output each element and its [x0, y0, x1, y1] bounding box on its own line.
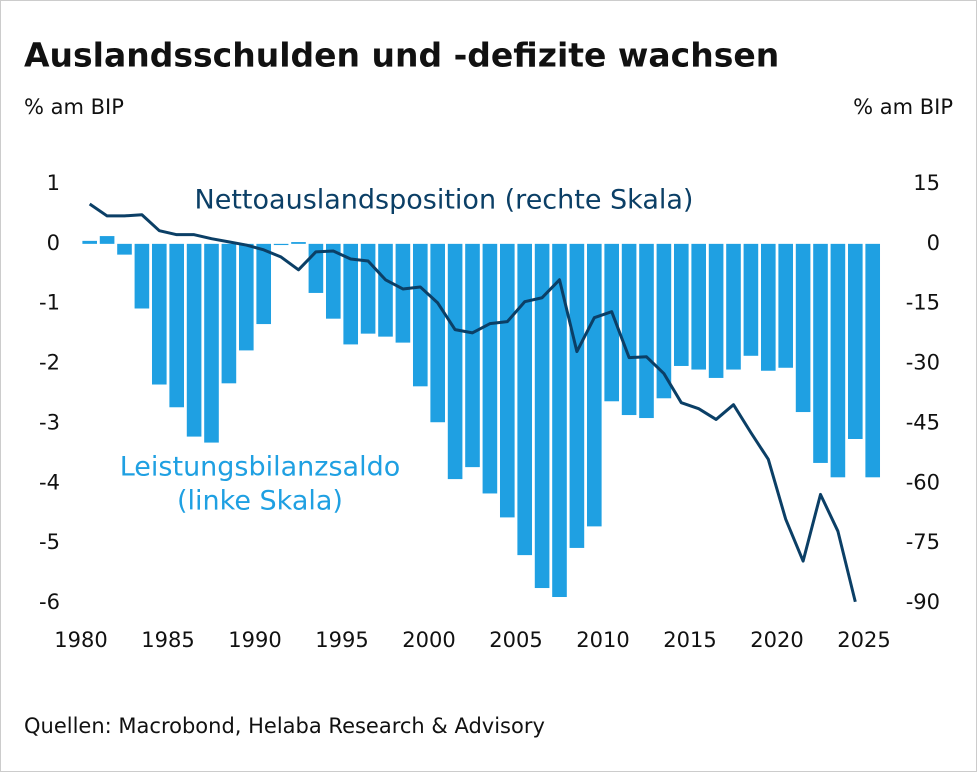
bar	[117, 243, 132, 255]
y-tick-label: 1	[47, 171, 60, 195]
y2-tick-label: -30	[906, 351, 940, 375]
line	[88, 202, 857, 603]
bar	[499, 243, 515, 518]
y2-tick-label: 0	[927, 231, 940, 255]
bar	[656, 243, 672, 399]
bar	[726, 243, 741, 370]
bar	[760, 243, 776, 371]
bar	[343, 243, 359, 345]
bar	[847, 243, 863, 439]
y-tick-label: -3	[39, 410, 60, 434]
bar	[865, 243, 881, 478]
x-tick-label: 2020	[750, 628, 803, 652]
bar	[204, 243, 219, 443]
y2-tick-label: -45	[906, 410, 940, 434]
x-tick-label: 2025	[837, 628, 890, 652]
annotation: (linke Skala)	[177, 486, 343, 517]
x-tick-label: 1985	[141, 628, 194, 652]
bar	[813, 243, 828, 463]
annotation: Leistungsbilanzsaldo	[120, 452, 401, 483]
y-tick-label: -1	[39, 291, 60, 315]
x-tick-label: 1980	[54, 628, 107, 652]
y-tick-label: 0	[47, 231, 60, 255]
annotation: Nettoauslandsposition (rechte Skala)	[195, 185, 694, 216]
y-axis-label: % am BIP	[24, 95, 124, 119]
y2-axis-label: % am BIP	[853, 95, 953, 119]
bar	[447, 243, 463, 480]
y2-tick-label: 15	[913, 171, 940, 195]
x-tick-label: 2010	[576, 628, 629, 652]
bar	[465, 243, 480, 468]
bar	[256, 243, 272, 325]
y2-tick-label: -15	[906, 291, 940, 315]
y-tick-label: -4	[39, 470, 60, 494]
x-tick-label: 2000	[402, 628, 455, 652]
y-tick-label: -2	[39, 351, 60, 375]
bar	[482, 243, 498, 494]
bar	[134, 243, 150, 309]
bar	[621, 243, 637, 416]
x-tick-label: 2015	[663, 628, 716, 652]
bar	[273, 243, 289, 246]
x-tick-label: 2005	[489, 628, 542, 652]
bar	[378, 243, 393, 337]
bar	[151, 243, 167, 385]
y2-tick-label: -60	[906, 470, 940, 494]
bar	[604, 243, 620, 402]
bar	[830, 243, 846, 478]
source: Quellen: Macrobond, Helaba Research & Ad…	[24, 714, 545, 738]
bar	[99, 236, 115, 244]
bar	[778, 243, 794, 368]
y-tick-label: -5	[39, 530, 60, 554]
bar	[186, 243, 202, 437]
bar	[569, 243, 585, 548]
y2-tick-label: -90	[906, 590, 940, 614]
bar	[412, 243, 428, 387]
bar	[517, 243, 533, 556]
bar	[552, 243, 567, 598]
x-tick-label: 1990	[228, 628, 281, 652]
bar	[586, 243, 602, 527]
chart-title: Auslandsschulden und -defizite wachsen	[24, 36, 779, 75]
bar	[430, 243, 446, 423]
bar	[395, 243, 411, 343]
bar	[238, 243, 254, 351]
bar	[534, 243, 550, 589]
bar	[691, 243, 707, 370]
y-tick-label: -6	[39, 590, 60, 614]
bar	[325, 243, 341, 319]
bar	[795, 243, 811, 413]
bar	[82, 240, 98, 244]
y2-tick-label: -75	[906, 530, 940, 554]
bar	[673, 243, 689, 366]
bar	[743, 243, 759, 356]
bar	[708, 243, 724, 378]
bar	[169, 243, 185, 408]
bar	[291, 242, 306, 244]
bar	[221, 243, 237, 384]
bar	[360, 243, 376, 334]
bar	[639, 243, 654, 419]
x-tick-label: 1995	[315, 628, 368, 652]
